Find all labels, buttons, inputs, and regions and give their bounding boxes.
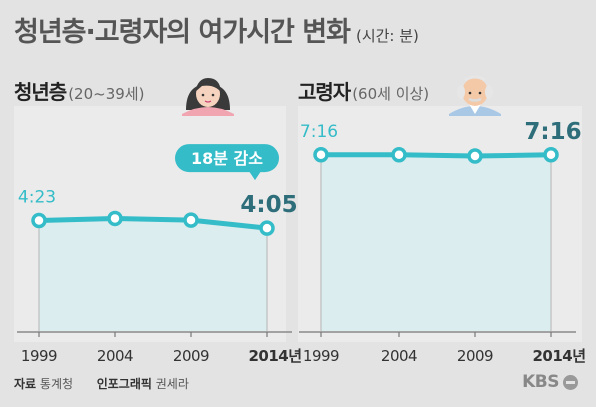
panel-title-young-main: 청년층 [14,80,67,104]
graphic-label: 인포그래픽 [96,377,152,391]
area-fill [39,218,267,331]
chart-old: 1999 2004 2009 2014년 7:16 7:16 [299,119,586,365]
data-point [543,147,559,163]
data-point [259,220,275,236]
data-label: 4:05 [240,192,297,218]
annotation-tail [249,171,261,181]
data-point [467,148,483,164]
graphic-value: 권세라 [155,377,189,391]
data-label: 4:23 [18,188,56,208]
series-line [321,152,552,159]
kbs-logo-mark [563,374,578,390]
data-point [183,212,199,228]
x-tick-label: 2004 [97,347,133,365]
series-line [38,215,268,231]
data-label: 7:16 [300,122,338,142]
young-woman-icon [182,78,234,116]
panel-title-old: 고령자 (60세 이상) [298,76,429,105]
panel-title-old-main: 고령자 [298,80,351,104]
panel-title-old-sub: (60세 이상) [352,85,430,103]
x-tick-label: 2009 [457,347,493,365]
chart-title: 청년층·고령자의 여가시간 변화 (시간: 분) [14,17,419,48]
x-tick-label: 2004 [381,347,417,365]
x-tick-label: 1999 [303,347,339,365]
kbs-logo: KBS [522,372,578,392]
x-tick-label: 2014년 [248,347,301,365]
data-point [391,147,407,163]
x-tick-label: 1999 [21,347,57,365]
data-point [31,212,47,229]
source-label: 자료 [14,377,37,391]
annotation-bubble [175,144,279,173]
data-point [107,210,123,227]
source-value: 통계청 [39,377,74,391]
x-tick-label: 2014년 [532,347,585,365]
chart-young: 1999 2004 2009 2014년 4:23 4:05 18분 감소 [17,144,302,365]
unit-label: (시간: 분) [355,27,419,45]
panel-title-young-sub: (20~39세) [68,85,145,103]
panel-title-young: 청년층 (20~39세) [14,76,144,105]
area-fill [321,154,551,331]
x-tick-label: 2009 [173,347,209,365]
data-point [313,147,329,163]
annotation-text: 18분 감소 [191,149,263,168]
footer: 자료 통계청 인포그래픽 권세라 [14,375,189,392]
data-label: 7:16 [524,119,581,145]
elderly-man-icon [449,75,501,116]
